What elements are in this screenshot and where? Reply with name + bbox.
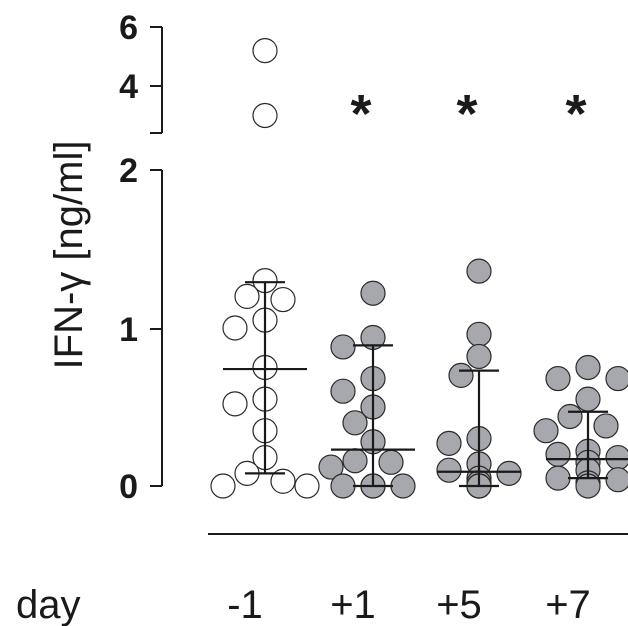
y-tick-label: 4 — [119, 68, 138, 106]
data-point — [330, 473, 356, 499]
data-point — [360, 280, 386, 306]
x-tick-label: +5 — [436, 583, 482, 626]
data-point — [210, 473, 236, 499]
data-point — [545, 465, 571, 491]
data-point — [466, 258, 492, 284]
y-tick-label: 1 — [119, 311, 138, 349]
data-point — [448, 362, 474, 388]
axes — [150, 26, 628, 535]
data-point — [330, 378, 356, 404]
data-point — [252, 37, 278, 64]
data-point — [270, 468, 296, 494]
data-point — [294, 473, 320, 499]
data-point — [605, 467, 628, 493]
data-point — [545, 365, 571, 392]
data-point — [342, 410, 368, 436]
data-points — [210, 37, 628, 499]
data-point — [545, 441, 571, 467]
data-point — [496, 460, 522, 486]
x-tick-label: +1 — [330, 583, 376, 626]
significance-star: * — [456, 84, 477, 144]
y-tick-label: 2 — [119, 152, 138, 190]
data-point — [575, 386, 601, 412]
data-point — [270, 286, 296, 313]
data-point — [466, 343, 492, 370]
data-point — [342, 448, 368, 474]
data-point — [533, 418, 559, 444]
data-point — [605, 365, 628, 392]
data-point — [593, 413, 619, 439]
data-point — [605, 444, 628, 471]
x-tick-label: +7 — [545, 583, 591, 626]
x-axis-label: day — [16, 583, 81, 626]
data-point — [466, 321, 492, 347]
y-tick-label: 0 — [119, 468, 138, 506]
data-point — [390, 473, 416, 499]
data-point — [318, 454, 344, 480]
x-tick-label: -1 — [227, 583, 263, 626]
significance-star: * — [350, 84, 371, 144]
data-point — [330, 334, 356, 360]
data-point — [575, 354, 601, 381]
data-point — [436, 430, 462, 456]
data-point — [436, 457, 462, 483]
significance-star: * — [565, 84, 586, 144]
data-point — [234, 283, 260, 309]
data-point — [252, 102, 278, 129]
y-tick-label: 6 — [119, 9, 138, 47]
data-point — [222, 315, 248, 341]
y-axis-label: IFN-γ [ng/ml] — [47, 141, 91, 370]
data-point — [557, 403, 583, 430]
data-point — [222, 391, 248, 417]
labels: 0 1 2 4 6 IFN-γ [ng/ml] day -1 +1 +5 +7 * * * — [16, 9, 591, 626]
data-point — [378, 449, 404, 475]
